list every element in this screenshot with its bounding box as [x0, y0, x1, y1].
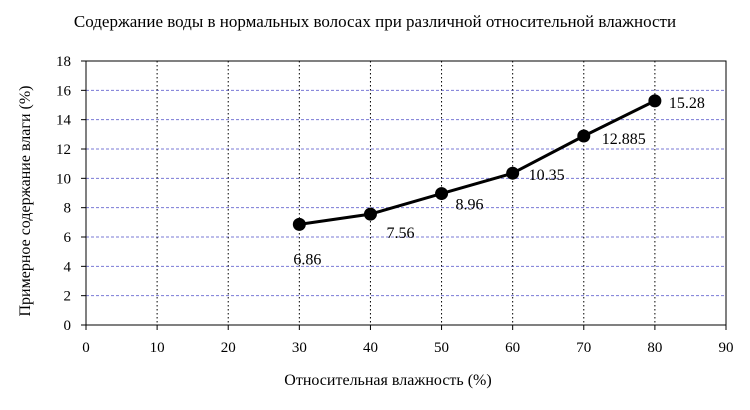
tick-labels: 0 2 4 6 8 10 12 14 16 18 0 10 20 30 40 50 60 70 80 90	[56, 54, 734, 356]
x-tick-label: 70	[576, 340, 591, 356]
x-tick-label: 60	[505, 340, 520, 356]
data-label: 15.28	[669, 95, 705, 112]
x-tick-label: 40	[363, 340, 378, 356]
y-axis-title: Примерное содержание влаги (%)	[17, 85, 34, 316]
y-tick-label: 0	[64, 318, 72, 334]
data-label: 7.56	[386, 225, 414, 242]
y-tick-label: 16	[56, 83, 72, 99]
data-point	[506, 166, 520, 180]
y-tick-label: 4	[64, 259, 72, 275]
data-point	[435, 187, 449, 201]
series-line-path	[299, 99, 656, 226]
data-label: 6.86	[293, 251, 321, 268]
x-tick-label: 0	[82, 340, 90, 356]
y-tick-label: 8	[64, 201, 72, 217]
x-tick-label: 90	[719, 340, 734, 356]
data-point	[648, 94, 662, 108]
data-label: 12.885	[602, 131, 646, 148]
y-tick-label: 14	[56, 113, 72, 129]
x-tick-label: 10	[150, 340, 165, 356]
y-tick-label: 6	[64, 230, 72, 246]
x-tick-label: 30	[292, 340, 307, 356]
data-label: 10.35	[529, 167, 565, 184]
data-labels: 6.86 7.56 8.96 10.35 12.885 15.28	[293, 95, 705, 268]
x-tick-label: 50	[434, 340, 449, 356]
series-line	[292, 94, 662, 231]
plot-border	[85, 60, 727, 326]
data-point	[577, 129, 591, 143]
y-tick-label: 10	[56, 171, 71, 187]
y-tick-label: 18	[56, 54, 71, 70]
x-tick-label: 80	[647, 340, 662, 356]
data-point	[292, 217, 306, 231]
chart-title: Содержание воды в нормальных волосах при…	[73, 12, 677, 31]
axes	[81, 60, 727, 330]
x-tick-label: 20	[221, 340, 236, 356]
grid	[86, 60, 726, 325]
data-point	[363, 207, 377, 221]
x-axis-title: Относительная влажность (%)	[284, 372, 491, 389]
y-tick-label: 12	[56, 142, 71, 158]
y-tick-label: 2	[64, 289, 72, 305]
data-label: 8.96	[456, 197, 484, 214]
